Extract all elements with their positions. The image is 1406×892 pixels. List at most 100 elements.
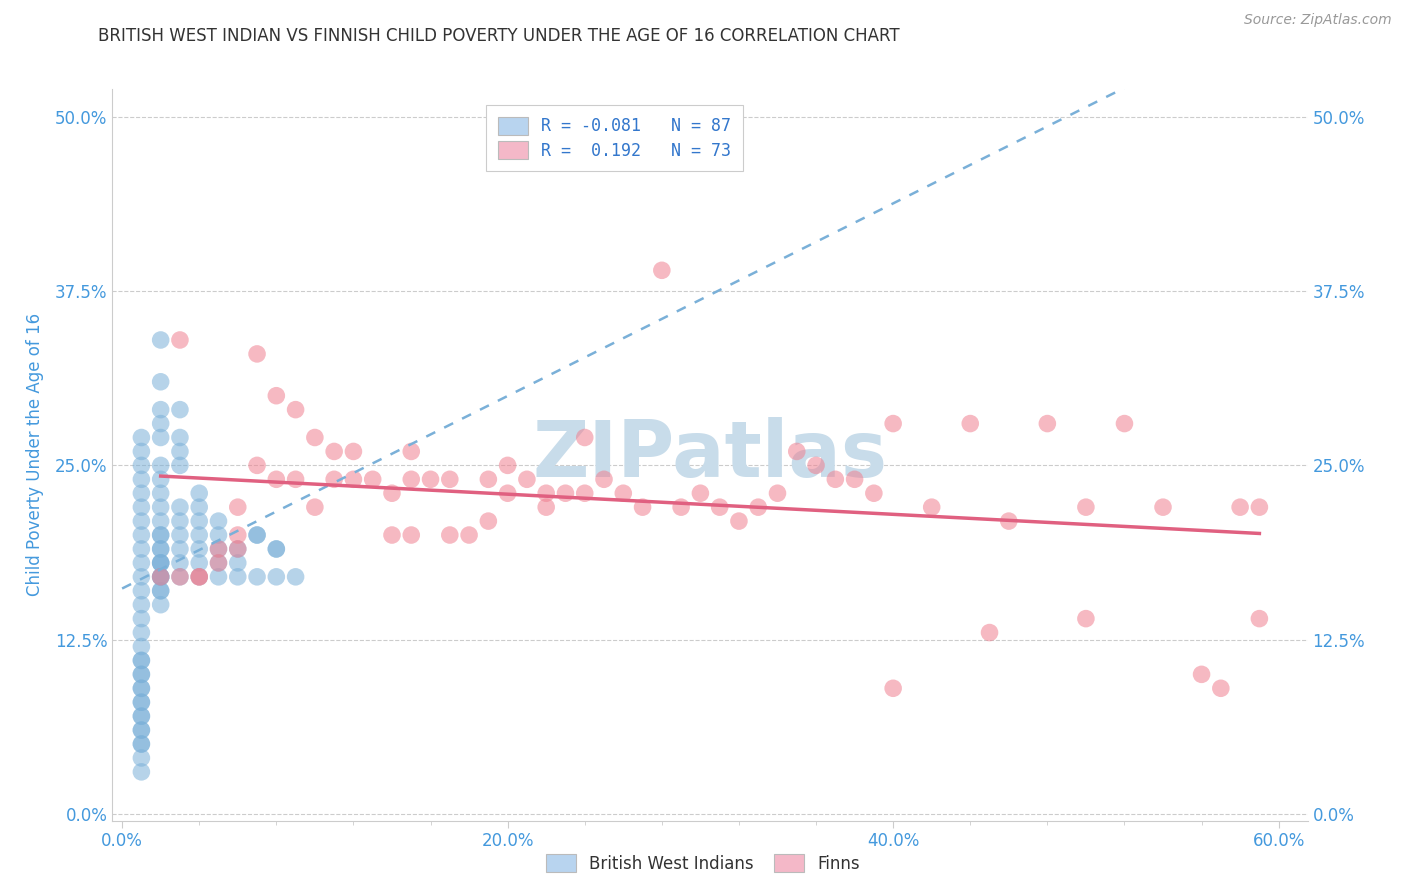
Point (882, 681, 904, 696)
Point (149, 598, 172, 612)
Point (131, 486, 153, 500)
Point (266, 541, 288, 556)
Point (131, 709, 153, 723)
Point (149, 430, 172, 444)
Point (554, 486, 576, 500)
Point (149, 486, 172, 500)
Point (188, 500, 211, 515)
Point (246, 347, 269, 361)
Point (1249, 612, 1271, 626)
Point (534, 486, 557, 500)
Point (131, 472, 153, 486)
Point (149, 528, 172, 542)
Point (149, 333, 172, 347)
Point (131, 764, 153, 779)
Point (1249, 500, 1271, 515)
Point (246, 458, 269, 473)
Point (131, 458, 153, 473)
Point (188, 570, 211, 584)
Text: Source: ZipAtlas.com: Source: ZipAtlas.com (1244, 13, 1392, 28)
Point (169, 528, 191, 542)
Point (131, 653, 153, 667)
Point (1152, 500, 1174, 515)
Point (304, 500, 326, 515)
Point (226, 528, 249, 542)
Point (169, 514, 191, 528)
Point (169, 500, 191, 515)
Point (149, 570, 172, 584)
Point (1074, 500, 1097, 515)
Point (131, 598, 153, 612)
Point (766, 486, 789, 500)
Point (207, 528, 229, 542)
Point (266, 472, 288, 486)
Point (323, 472, 346, 486)
Point (631, 500, 654, 515)
Point (1114, 417, 1136, 431)
Point (284, 402, 307, 417)
Point (131, 667, 153, 681)
Point (169, 570, 191, 584)
Point (149, 556, 172, 570)
Point (882, 417, 904, 431)
Point (131, 570, 153, 584)
Point (207, 541, 229, 556)
Point (593, 472, 616, 486)
Point (131, 500, 153, 515)
Point (169, 541, 191, 556)
Point (612, 486, 634, 500)
Point (381, 486, 404, 500)
Point (921, 500, 943, 515)
Point (1036, 417, 1059, 431)
Point (188, 514, 211, 528)
Point (266, 389, 288, 403)
Point (1229, 500, 1251, 515)
Point (131, 695, 153, 709)
Point (669, 500, 692, 515)
Point (149, 570, 172, 584)
Point (342, 444, 364, 458)
Point (246, 528, 269, 542)
Point (439, 528, 461, 542)
Text: ZIPatlas: ZIPatlas (533, 417, 887, 493)
Point (863, 486, 886, 500)
Point (131, 514, 153, 528)
Point (534, 500, 557, 515)
Point (149, 541, 172, 556)
Point (207, 556, 229, 570)
Point (149, 528, 172, 542)
Point (131, 681, 153, 696)
Point (188, 570, 211, 584)
Point (1074, 612, 1097, 626)
Point (284, 570, 307, 584)
Point (266, 541, 288, 556)
Point (131, 723, 153, 737)
Point (207, 556, 229, 570)
Point (131, 751, 153, 765)
Point (226, 556, 249, 570)
Y-axis label: Child Poverty Under the Age of 16: Child Poverty Under the Age of 16 (25, 313, 44, 597)
Point (401, 472, 423, 486)
Point (689, 486, 711, 500)
Point (1209, 681, 1232, 696)
Point (149, 472, 172, 486)
Point (169, 430, 191, 444)
Point (149, 417, 172, 431)
Point (477, 514, 499, 528)
Point (131, 709, 153, 723)
Point (651, 263, 673, 277)
Point (207, 541, 229, 556)
Point (149, 458, 172, 473)
Point (188, 556, 211, 570)
Point (149, 570, 172, 584)
Point (169, 402, 191, 417)
Point (419, 472, 441, 486)
Point (207, 514, 229, 528)
Point (979, 625, 1001, 640)
Point (169, 444, 191, 458)
Point (131, 583, 153, 598)
Point (131, 625, 153, 640)
Point (149, 402, 172, 417)
Point (149, 541, 172, 556)
Point (131, 723, 153, 737)
